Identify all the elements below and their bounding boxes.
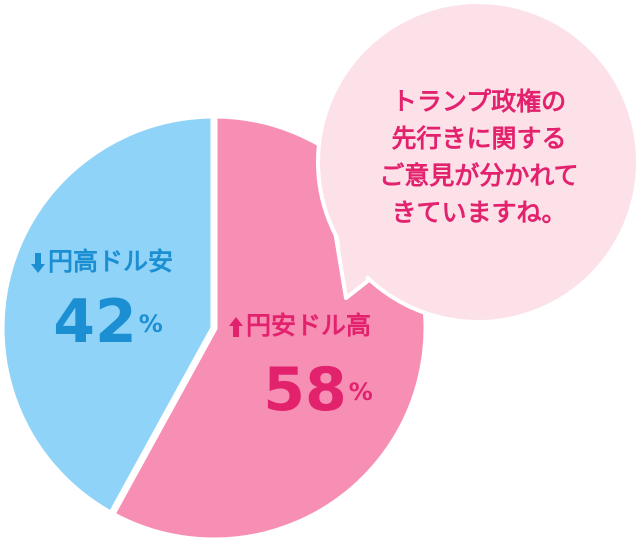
category-label: 円高ドル安 [48,247,173,276]
value-label: 58% [263,355,373,425]
value-unit: % [139,310,163,338]
value-number: 58 [263,355,347,425]
labels: 円安ドル高 58% 円高ドル安 42% [31,247,373,425]
annotation-line: トランプ政権の [392,87,566,116]
bubble [316,0,640,324]
value-number: 42 [53,287,137,357]
speech-bubble [316,0,640,324]
pie-slice [0,111,218,519]
bubble-tail-fill [338,232,388,292]
annotation-line: きていますね。 [391,198,566,227]
annotation-line: ご意見が分かれて [379,161,578,190]
value-label: 42% [53,287,163,357]
value-unit: % [349,378,373,406]
annotation-line: 先行きに関する [391,124,566,153]
category-label: 円安ドル高 [246,311,371,340]
arrow-icon [229,317,243,337]
arrow-icon [31,253,45,273]
